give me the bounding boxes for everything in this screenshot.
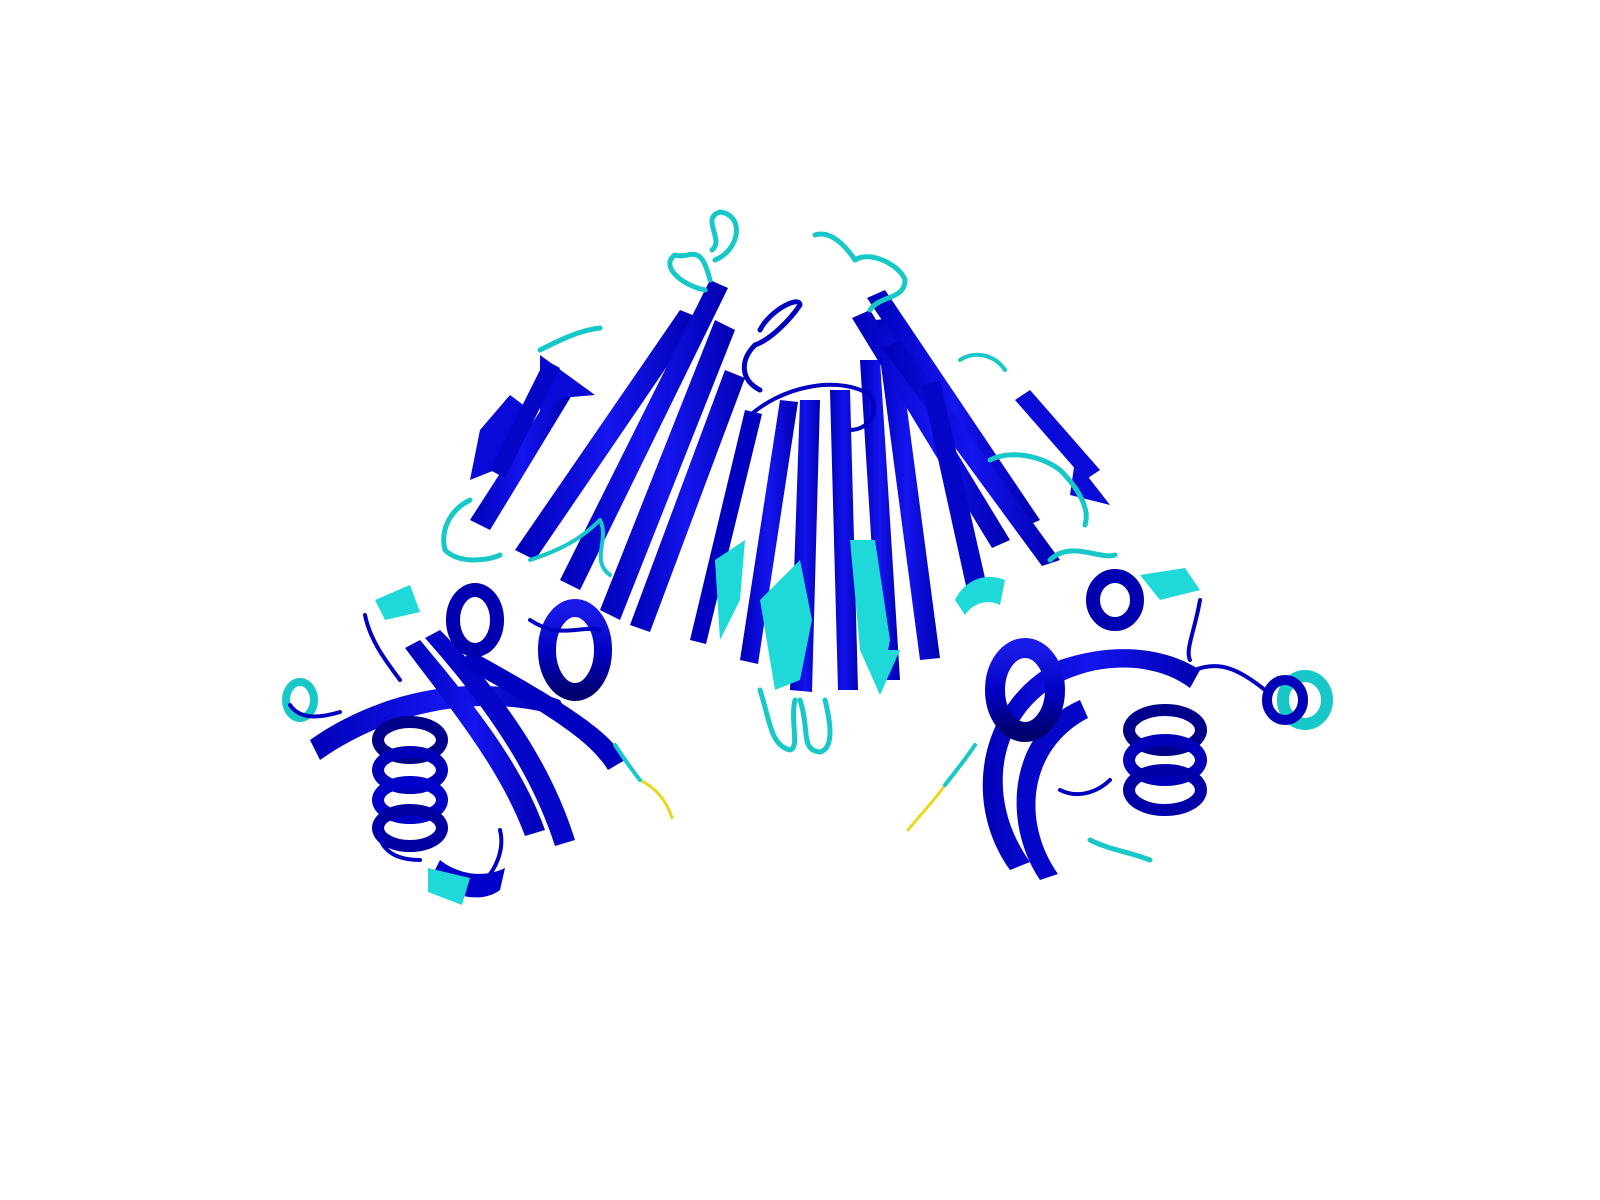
left-helix-4-cyan bbox=[282, 678, 318, 722]
right-lower-domain bbox=[955, 568, 1333, 880]
left-side-loop-3 bbox=[528, 518, 612, 577]
left-strand-6-arrow bbox=[470, 395, 530, 480]
left-side-loop-2 bbox=[441, 497, 503, 563]
center-strand-5 bbox=[860, 360, 900, 680]
left-curved-strand-4 bbox=[460, 650, 625, 770]
right-side-loop-1 bbox=[987, 452, 1089, 528]
left-terminus-connector bbox=[613, 743, 642, 782]
left-beta-sheet bbox=[470, 280, 745, 632]
left-strand-4 bbox=[600, 320, 735, 620]
center-arrow-cyan bbox=[860, 650, 900, 695]
right-helix-1 bbox=[1123, 704, 1207, 816]
right-lower-loop-2 bbox=[1186, 598, 1202, 662]
left-lower-loop-3 bbox=[483, 828, 504, 882]
right-strand-2 bbox=[867, 290, 1040, 528]
left-short-helix-cyan bbox=[428, 868, 470, 905]
left-terminus bbox=[638, 778, 674, 820]
right-strand-1 bbox=[852, 310, 1010, 548]
left-lower-loop-1 bbox=[288, 703, 342, 719]
right-side-loop-2 bbox=[1047, 548, 1118, 563]
center-strand-2 bbox=[740, 400, 798, 664]
right-cyan-cap bbox=[1140, 568, 1200, 600]
left-strand-5 bbox=[630, 370, 745, 632]
right-strand-5 bbox=[922, 380, 990, 604]
loops bbox=[288, 209, 1267, 882]
right-lower-loop-1 bbox=[1193, 664, 1267, 692]
right-helix-cyan-segment bbox=[955, 576, 1005, 615]
right-helix-3 bbox=[1086, 569, 1144, 631]
right-curved-strand-2 bbox=[1016, 700, 1088, 880]
left-top-loop bbox=[667, 251, 713, 293]
center-strand-1 bbox=[690, 410, 762, 644]
right-strand-4 bbox=[1015, 390, 1100, 480]
center-beta-sheet bbox=[690, 318, 940, 695]
center-bottom-hairpin-1 bbox=[757, 687, 798, 753]
right-lower-loop-3 bbox=[1087, 837, 1153, 863]
left-helix-1 bbox=[372, 716, 448, 852]
left-lower-domain bbox=[282, 583, 625, 905]
center-strand-4 bbox=[830, 390, 858, 690]
left-cyan-cap bbox=[375, 585, 420, 620]
left-strand-2 bbox=[515, 310, 700, 560]
center-region-mid-1 bbox=[760, 560, 812, 690]
center-arc-loop bbox=[743, 382, 876, 432]
left-side-loop-4 bbox=[528, 618, 602, 633]
right-beta-sheet bbox=[852, 290, 1110, 604]
right-top-loop bbox=[812, 231, 908, 313]
right-helix-2 bbox=[985, 638, 1065, 742]
left-curved-strand-2 bbox=[405, 640, 545, 836]
left-curved-strand-3 bbox=[425, 630, 575, 846]
right-helix-4-cyan bbox=[1262, 670, 1333, 730]
left-helix-3 bbox=[446, 583, 504, 657]
right-terminus bbox=[906, 783, 947, 832]
left-side-loop-1 bbox=[537, 325, 603, 353]
left-helix-2 bbox=[538, 599, 612, 701]
left-strand-1 bbox=[470, 380, 575, 530]
left-top-hairpin bbox=[709, 209, 739, 263]
center-top-loop bbox=[741, 299, 803, 393]
right-lower-loop-4 bbox=[1058, 778, 1112, 797]
left-curved-strand-1 bbox=[310, 685, 570, 760]
right-terminus-connector bbox=[943, 743, 977, 787]
center-strand-6 bbox=[875, 318, 940, 660]
center-region-mid-3 bbox=[715, 540, 745, 640]
center-bottom-hairpin-2 bbox=[797, 697, 833, 755]
right-side-loop-3 bbox=[958, 352, 1007, 372]
left-lower-loop-4 bbox=[363, 613, 402, 682]
left-lower-loop-2 bbox=[376, 818, 422, 862]
left-strand-3 bbox=[560, 280, 728, 590]
left-strand-7 bbox=[490, 360, 560, 478]
right-curved-strand-1 bbox=[982, 649, 1200, 870]
